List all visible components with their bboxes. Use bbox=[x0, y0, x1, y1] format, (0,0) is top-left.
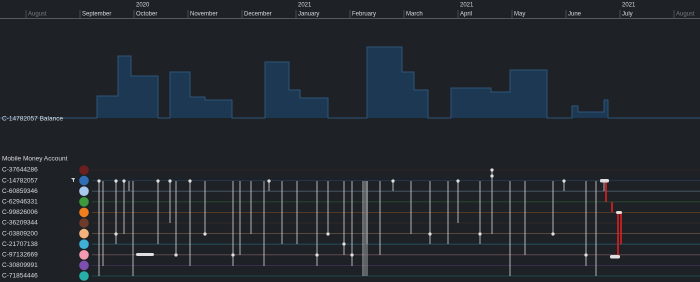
event-cluster bbox=[364, 181, 368, 276]
account-label: C-71854446 bbox=[2, 273, 38, 280]
account-dot[interactable] bbox=[79, 186, 89, 196]
balance-label: C-14782057 Balance bbox=[2, 116, 63, 123]
month-label: July bbox=[622, 12, 633, 18]
month-label: January bbox=[298, 12, 319, 18]
month-label: August bbox=[676, 12, 695, 18]
account-dot[interactable] bbox=[79, 271, 89, 281]
account-label: C-60859346 bbox=[2, 188, 38, 195]
account-dot[interactable] bbox=[79, 197, 89, 207]
year-label: 2021 bbox=[460, 3, 474, 9]
account-label: C-30809991 bbox=[2, 262, 38, 269]
month-label: June bbox=[568, 12, 582, 18]
year-label: 2021 bbox=[622, 3, 636, 9]
account-dot[interactable] bbox=[79, 239, 89, 249]
year-label: 2021 bbox=[298, 3, 312, 9]
account-dot[interactable] bbox=[79, 218, 89, 228]
account-label: C-03809200 bbox=[2, 230, 38, 237]
month-label: October bbox=[136, 12, 157, 18]
highlight-lines bbox=[605, 181, 622, 255]
account-dot[interactable] bbox=[79, 250, 89, 260]
month-label: August bbox=[28, 12, 47, 18]
account-label: C-21707138 bbox=[2, 241, 38, 248]
account-label: C-37644286 bbox=[2, 167, 38, 174]
account-dot[interactable] bbox=[79, 165, 89, 175]
account-label: C-99826006 bbox=[2, 209, 38, 216]
account-dot[interactable] bbox=[79, 175, 89, 186]
balance-area bbox=[0, 46, 700, 119]
year-label: 2020 bbox=[136, 3, 150, 9]
month-label: March bbox=[406, 12, 423, 18]
account-label: C-14782057 bbox=[2, 177, 38, 184]
account-label: C-36209344 bbox=[2, 220, 38, 227]
month-label: February bbox=[352, 12, 376, 18]
month-label: May bbox=[514, 12, 525, 18]
pin-icon[interactable] bbox=[71, 178, 75, 182]
account-label: C-62946331 bbox=[2, 199, 38, 206]
month-label: April bbox=[460, 12, 472, 18]
account-dot[interactable] bbox=[79, 260, 89, 271]
month-label: November bbox=[190, 12, 218, 18]
event-dots bbox=[97, 168, 622, 259]
account-label: C-97132669 bbox=[2, 252, 38, 259]
accounts-header: Mobile Money Account bbox=[2, 156, 68, 163]
month-label: December bbox=[244, 12, 272, 18]
month-label: September bbox=[82, 12, 111, 18]
account-dot[interactable] bbox=[79, 207, 89, 218]
account-dot[interactable] bbox=[79, 228, 89, 239]
account-rows: C-37644286 C-14782057 C-60859346 C-62946331… bbox=[2, 165, 700, 281]
